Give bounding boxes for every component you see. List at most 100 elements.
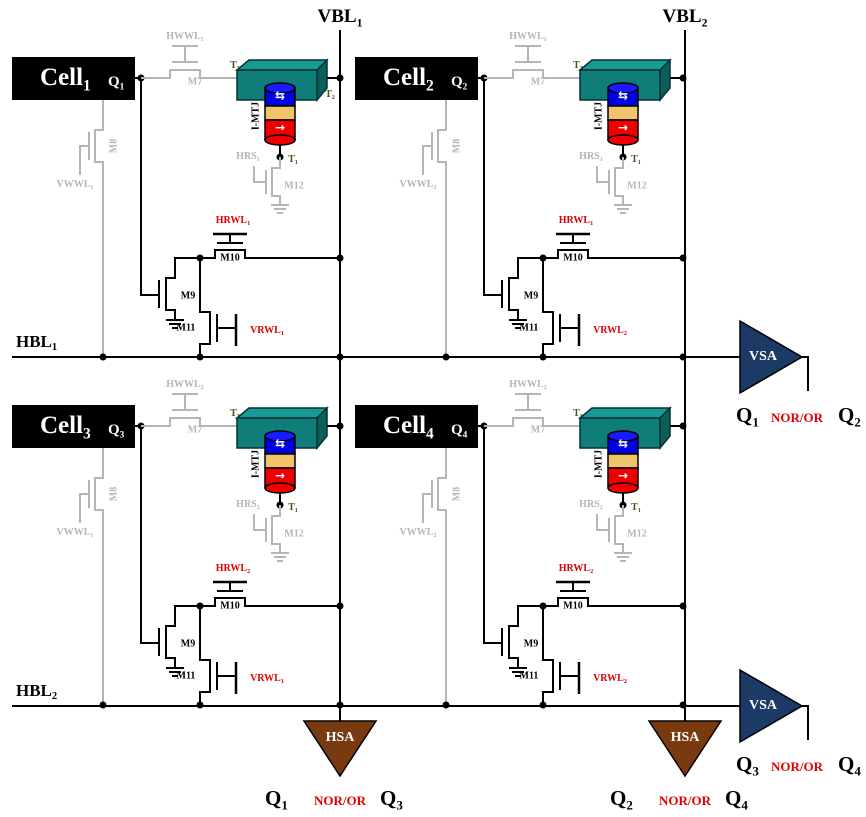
label-subscript: 2	[433, 184, 436, 191]
label-text: Q	[736, 403, 752, 427]
label-text: HRS	[579, 499, 600, 510]
label-subscript: 4	[854, 763, 861, 778]
label-subscript: 2	[854, 414, 861, 429]
wire	[165, 257, 200, 320]
cell-output: Q4	[451, 422, 468, 440]
transistor-label: M11	[177, 322, 196, 333]
gate-label: HRWL1	[559, 215, 593, 227]
label-subscript: 3	[396, 797, 403, 812]
wire	[199, 258, 211, 357]
label-subscript: 1	[120, 83, 125, 93]
label-subscript: 1	[201, 36, 204, 43]
fixed-layer	[607, 482, 639, 494]
barrier-layer	[607, 453, 639, 469]
label-subscript: 1	[257, 156, 260, 163]
label-text: VWWL	[400, 527, 434, 538]
mtj-label: I-MTJ	[250, 102, 261, 130]
label-subscript: 3	[83, 425, 91, 442]
wire	[200, 249, 340, 259]
label-text: HWWL	[166, 31, 201, 42]
label-text: VWWL	[57, 527, 91, 538]
barrier-layer	[264, 105, 296, 121]
cell-block	[12, 405, 135, 448]
label-subscript: 1	[357, 16, 363, 29]
label-subscript: 2	[600, 504, 603, 511]
fixed-layer	[264, 134, 296, 146]
label-subscript: 2	[247, 568, 250, 575]
label-subscript: 1	[52, 343, 57, 354]
magnetization-arrow: →	[618, 121, 628, 135]
label-text: HRWL	[216, 215, 248, 226]
junction	[679, 74, 687, 82]
transistor-label: M12	[627, 528, 646, 539]
hsa-amplifier	[302, 720, 378, 778]
label-subscript: 1	[600, 156, 603, 163]
terminal-label: T1	[288, 502, 298, 514]
label-subscript: 1	[752, 414, 759, 429]
label-subscript: 2	[257, 504, 260, 511]
vsa-input: Q2	[838, 403, 861, 429]
cell-output: Q1	[108, 74, 125, 92]
transistor-label: M9	[524, 290, 538, 301]
wire	[508, 257, 543, 320]
vsa-amplifier	[739, 668, 804, 744]
logic-op: NOR/OR	[659, 793, 712, 808]
label-text: HRWL	[216, 563, 248, 574]
junction	[336, 353, 344, 361]
junction	[679, 353, 687, 361]
wire	[437, 100, 447, 357]
gate-label: VWWL2	[400, 179, 437, 191]
label-text: Cell	[40, 64, 83, 91]
junction	[196, 701, 204, 709]
label-text: Q	[838, 403, 854, 427]
label-text: Q	[838, 752, 854, 776]
gate-label: HWWL2	[509, 379, 547, 391]
vsa-amplifier	[739, 319, 804, 395]
terminal-label: T1	[288, 154, 298, 166]
gate-label: VRWL1	[250, 673, 284, 685]
wire	[271, 157, 281, 205]
barrier-layer	[264, 453, 296, 469]
mtj-electrode	[234, 407, 329, 419]
transistor-label: M11	[177, 670, 196, 681]
wire	[596, 514, 609, 531]
label-text: Q	[451, 422, 463, 438]
mtj-electrode	[234, 59, 329, 71]
wire	[483, 426, 501, 644]
label-text: T	[631, 154, 638, 165]
gate-label: HRS1	[236, 151, 260, 163]
hsa-input: Q3	[380, 786, 403, 812]
transistor-label: M7	[531, 76, 545, 87]
magnetization-arrow: ⇆	[618, 437, 628, 451]
label-subscript: 1	[281, 678, 284, 685]
vbl-label: VBL1	[318, 6, 363, 29]
label-subscript: 1	[544, 36, 547, 43]
hsa-amplifier	[647, 720, 723, 778]
mtj-electrode	[577, 59, 672, 71]
gate-label: VRWL1	[250, 325, 284, 337]
label-subscript: 4	[741, 797, 748, 812]
label-text: T	[230, 60, 237, 71]
label-subscript: 2	[463, 83, 468, 93]
label-subscript: 2	[426, 77, 434, 94]
mtj-label: I-MTJ	[250, 450, 261, 478]
label-text: VBL	[663, 6, 702, 27]
free-layer	[264, 82, 296, 94]
cell-name: Cell4	[383, 412, 434, 442]
cell-name: Cell2	[383, 64, 434, 94]
transistor-label: M8	[451, 487, 462, 501]
gate-label: VWWL2	[400, 527, 437, 539]
wire	[483, 78, 501, 296]
wire	[141, 69, 237, 79]
transistor-label: M11	[520, 322, 539, 333]
hbl-label: HBL2	[16, 681, 57, 703]
label-text: Cell	[40, 412, 83, 439]
gate-label: HWWL2	[166, 379, 204, 391]
cell-output: Q3	[108, 422, 125, 440]
wire	[484, 417, 580, 427]
transistor-label: M12	[284, 528, 303, 539]
magnetization-arrow: ⇆	[275, 437, 285, 451]
logic-op: NOR/OR	[771, 759, 824, 774]
gate-label: HRS2	[236, 499, 260, 511]
